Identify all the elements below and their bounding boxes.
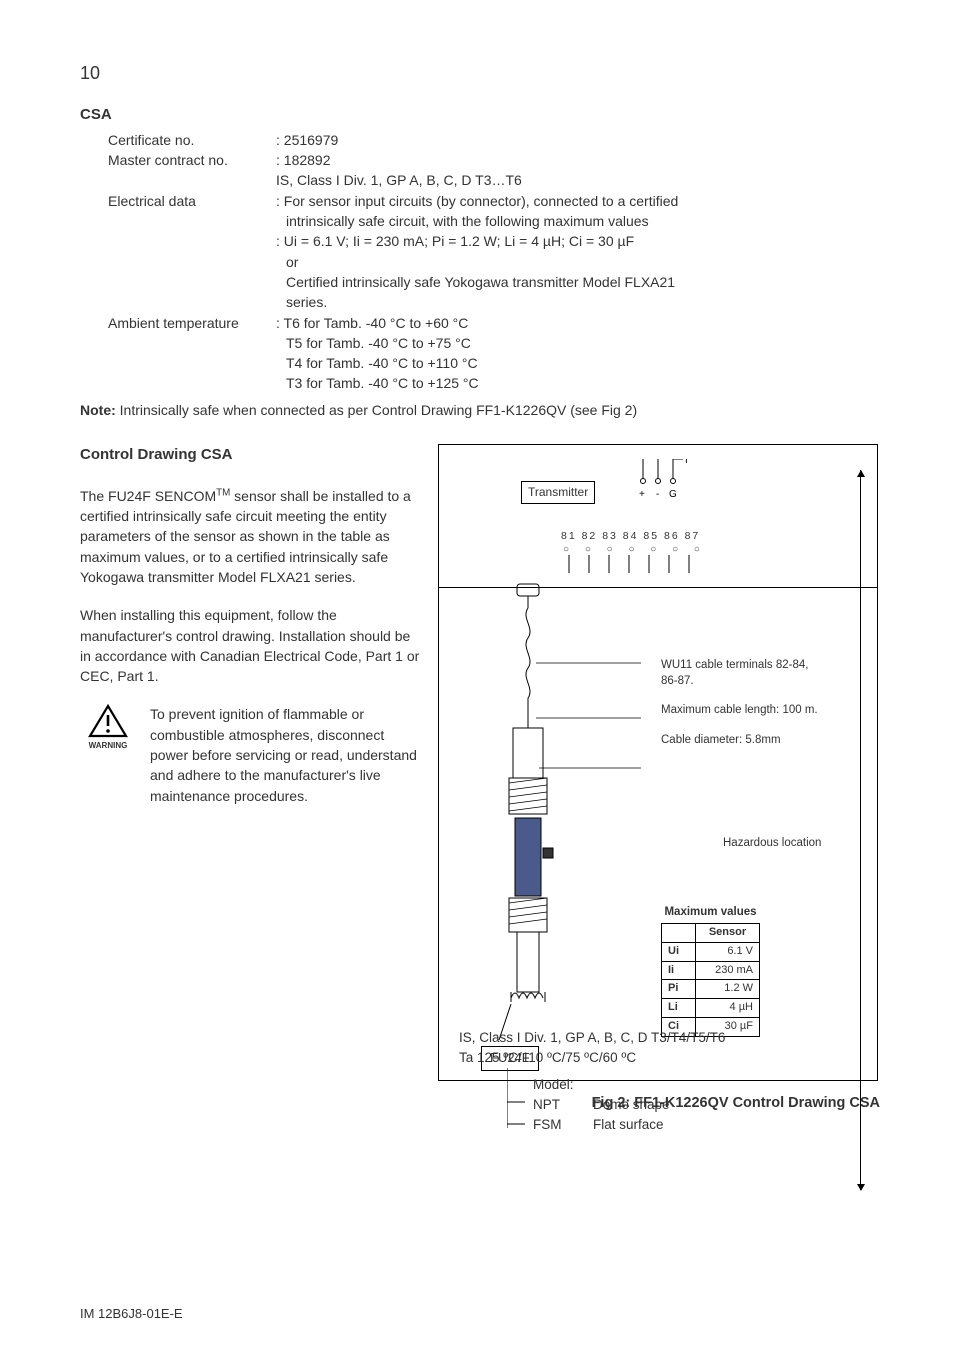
cable-note-1: WU11 cable terminals 82-84, 86-87.: [661, 658, 821, 689]
row-ui-v: 6.1 V: [696, 942, 760, 961]
svg-text:I: I: [685, 459, 688, 466]
amb-l2: T5 for Tamb. -40 °C to +75 °C: [276, 333, 884, 353]
master-label: Master contract no.: [108, 150, 276, 170]
maximum-values-table: Maximum values Sensor Ui6.1 V Ii230 mA P…: [661, 904, 760, 1037]
warning-text: To prevent ignition of flammable or comb…: [150, 704, 420, 805]
diagram-bottom-2: Ta 125 ºC/110 ºC/75 ºC/60 ºC: [459, 1048, 725, 1068]
svg-text:G: G: [669, 489, 677, 500]
row-li-k: Li: [662, 999, 696, 1018]
svg-text:-: -: [656, 489, 659, 500]
cable-note-2: Maximum cable length: 100 m.: [661, 703, 821, 719]
max-caption: Maximum values: [661, 904, 760, 923]
left-p1a: The FU24F SENCOM: [80, 488, 216, 504]
cert-label: Certificate no.: [108, 130, 276, 150]
control-drawing-heading: Control Drawing CSA: [80, 444, 420, 466]
warning-label: WARNING: [89, 741, 128, 750]
note-line: Note: Intrinsically safe when connected …: [80, 400, 884, 420]
model-fsm-desc: Flat surface: [593, 1115, 664, 1135]
left-p1: The FU24F SENCOMTM sensor shall be insta…: [80, 486, 420, 587]
control-drawing-diagram: Transmitter I + - G 81 82 83 84 85 86 87: [438, 444, 878, 1081]
elec-l3: : Ui = 6.1 V; Ii = 230 mA; Pi = 1.2 W; L…: [276, 231, 884, 251]
document-footer: IM 12B6J8-01E-E: [80, 1305, 183, 1324]
note-bold: Note:: [80, 402, 116, 418]
amb-l4: T3 for Tamb. -40 °C to +125 °C: [276, 373, 884, 393]
amb-l1: : T6 for Tamb. -40 °C to +60 °C: [276, 313, 884, 333]
class-line: IS, Class I Div. 1, GP A, B, C, D T3…T6: [276, 170, 884, 190]
model-npt-desc: Dome shape: [593, 1095, 670, 1115]
elec-label: Electrical data: [108, 191, 276, 211]
row-ui-k: Ui: [662, 942, 696, 961]
transmitter-box: Transmitter: [521, 481, 595, 504]
tm-mark: TM: [216, 487, 230, 498]
elec-l4: or: [276, 252, 884, 272]
model-bracket-icon: [507, 1068, 567, 1138]
cert-val: : 2516979: [276, 130, 884, 150]
master-val: : 182892: [276, 150, 884, 170]
page-number: 10: [80, 60, 884, 86]
elec-l6: series.: [276, 292, 884, 312]
elec-l1: : For sensor input circuits (by connecto…: [276, 191, 884, 211]
row-ii-v: 230 mA: [696, 961, 760, 980]
elec-l2: intrinsically safe circuit, with the fol…: [276, 211, 884, 231]
section-csa: CSA: [80, 104, 884, 126]
row-li-v: 4 µH: [696, 999, 760, 1018]
row-pi-k: Pi: [662, 980, 696, 999]
svg-text:+: +: [639, 489, 645, 500]
transmitter-pins-icon: I + - G: [633, 459, 703, 529]
sensor-drawing-icon: YOKOGAWA ◆: [491, 578, 641, 1058]
row-ii-k: Ii: [662, 961, 696, 980]
note-text: Intrinsically safe when connected as per…: [116, 402, 637, 418]
elec-l5: Certified intrinsically safe Yokogawa tr…: [276, 272, 884, 292]
warning-icon: WARNING: [80, 704, 136, 752]
diagram-bottom-1: IS, Class I Div. 1, GP A, B, C, D T3/T4/…: [459, 1028, 725, 1048]
amb-label: Ambient temperature: [108, 313, 276, 333]
row-pi-v: 1.2 W: [696, 980, 760, 999]
left-p2: When installing this equipment, follow t…: [80, 605, 420, 686]
terminal-wires-icon: [563, 555, 723, 579]
th-sensor: Sensor: [696, 923, 760, 942]
cable-note-3: Cable diameter: 5.8mm: [661, 733, 821, 749]
amb-l3: T4 for Tamb. -40 °C to +110 °C: [276, 353, 884, 373]
terminal-numbers: 81 82 83 84 85 86 87: [561, 529, 700, 544]
hazardous-location-label: Hazardous location: [723, 836, 821, 851]
